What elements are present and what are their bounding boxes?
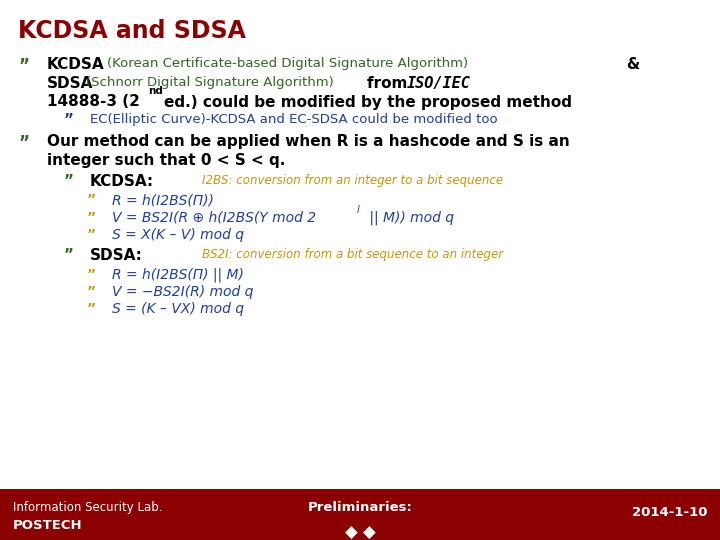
Text: ed.) could be modified by the proposed method: ed.) could be modified by the proposed m… bbox=[164, 94, 572, 110]
Text: V = BS2I(R ⊕ h(I2BS(Y mod 2: V = BS2I(R ⊕ h(I2BS(Y mod 2 bbox=[112, 211, 316, 225]
Text: ”: ” bbox=[86, 193, 96, 207]
Text: R = h(I2BS(Π) || M): R = h(I2BS(Π) || M) bbox=[112, 268, 243, 282]
Text: ”: ” bbox=[86, 302, 96, 316]
Text: || M)) mod q: || M)) mod q bbox=[365, 211, 454, 225]
Text: 2014-1-10: 2014-1-10 bbox=[631, 507, 707, 519]
Text: R = h(I2BS(Π)): R = h(I2BS(Π)) bbox=[112, 193, 213, 207]
Text: ISO/IEC: ISO/IEC bbox=[407, 76, 471, 91]
Text: Information Security Lab.: Information Security Lab. bbox=[13, 501, 163, 514]
Text: S = (K – VX) mod q: S = (K – VX) mod q bbox=[112, 302, 243, 316]
Text: ”: ” bbox=[86, 285, 96, 299]
Bar bbox=[0, 489, 720, 540]
Text: KCDSA: KCDSA bbox=[47, 57, 104, 72]
Text: Preliminaries:: Preliminaries: bbox=[307, 501, 413, 514]
Text: ”: ” bbox=[18, 134, 29, 152]
Text: ”: ” bbox=[86, 268, 96, 282]
Text: ”: ” bbox=[86, 211, 96, 225]
Text: V = −BS2I(R) mod q: V = −BS2I(R) mod q bbox=[112, 285, 253, 299]
Text: I2BS: conversion from an integer to a bit sequence: I2BS: conversion from an integer to a bi… bbox=[202, 174, 503, 187]
Text: ”: ” bbox=[63, 248, 73, 264]
Text: &: & bbox=[626, 57, 639, 72]
Text: ◆ ◆: ◆ ◆ bbox=[345, 524, 375, 540]
Text: POSTECH: POSTECH bbox=[13, 519, 83, 532]
Text: KCDSA:: KCDSA: bbox=[90, 174, 154, 189]
Text: EC(Elliptic Curve)-KCDSA and EC-SDSA could be modified too: EC(Elliptic Curve)-KCDSA and EC-SDSA cou… bbox=[90, 113, 498, 126]
Text: SDSA:: SDSA: bbox=[90, 248, 143, 264]
Text: ”: ” bbox=[18, 57, 29, 75]
Text: BS2I: conversion from a bit sequence to an integer: BS2I: conversion from a bit sequence to … bbox=[202, 248, 503, 261]
Text: ”: ” bbox=[86, 228, 96, 242]
Text: integer such that 0 < S < q.: integer such that 0 < S < q. bbox=[47, 153, 285, 168]
Text: KCDSA and SDSA: KCDSA and SDSA bbox=[18, 19, 246, 43]
Text: nd: nd bbox=[148, 86, 163, 97]
Text: (Korean Certificate-based Digital Signature Algorithm): (Korean Certificate-based Digital Signat… bbox=[107, 57, 468, 70]
Text: ”: ” bbox=[63, 174, 73, 189]
Text: 14888-3 (2: 14888-3 (2 bbox=[47, 94, 140, 110]
Text: (Schnorr Digital Signature Algorithm): (Schnorr Digital Signature Algorithm) bbox=[86, 76, 334, 89]
Text: ”: ” bbox=[63, 113, 73, 129]
Text: S = X(K – V) mod q: S = X(K – V) mod q bbox=[112, 228, 243, 242]
Text: l: l bbox=[357, 205, 360, 215]
Text: Our method can be applied when R is a hashcode and S is an: Our method can be applied when R is a ha… bbox=[47, 134, 570, 149]
Text: from: from bbox=[367, 76, 413, 91]
Text: SDSA: SDSA bbox=[47, 76, 93, 91]
